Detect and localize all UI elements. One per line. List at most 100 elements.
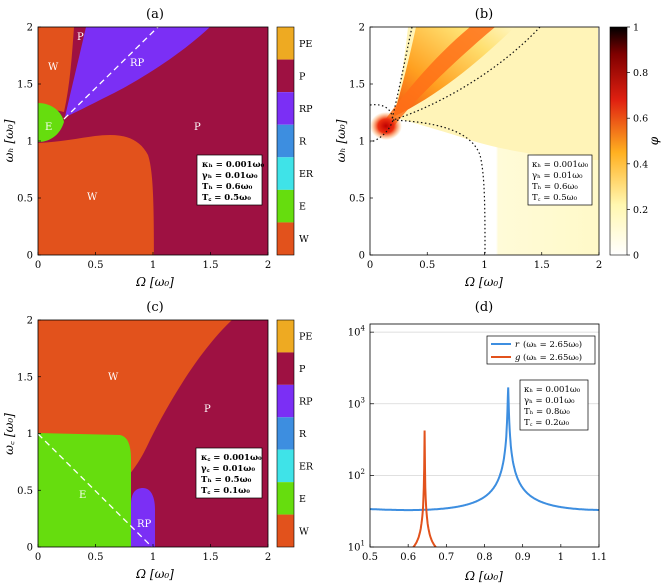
annotation-d-line-4: T꜀ = 0.2ω₀ xyxy=(524,418,570,428)
annotation-d-line-2: γₕ = 0.01ω₀ xyxy=(524,396,575,406)
colorbar-b: 0 0.2 0.4 0.6 0.8 1 φ xyxy=(609,23,661,262)
region-label-a-w-low: W xyxy=(87,192,98,203)
xlabel-b: Ω [ω₀] xyxy=(464,275,503,289)
annotation-d-line-1: κₕ = 0.001ω₀ xyxy=(524,385,581,395)
colorbar-frame xyxy=(276,319,295,548)
xtick-label: 1 xyxy=(558,552,564,563)
xtick-label: 0 xyxy=(35,552,41,563)
colorbar-label-er: ER xyxy=(299,169,314,180)
annotation-c-line-4: T꜀ = 0.1ω₀ xyxy=(201,486,250,496)
colorbar-label-pe: PE xyxy=(299,332,312,343)
colorbar-label-p: P xyxy=(299,364,306,375)
colorbar-label-rp: RP xyxy=(299,397,313,408)
region-a-rp xyxy=(65,27,210,117)
annotation-a-line-2: γₕ = 0.01ω₀ xyxy=(202,171,258,181)
colorbar-swatch-pe xyxy=(277,27,294,60)
ylabel-b: ωₕ [ω₀] xyxy=(334,119,348,162)
legend-d-name-g: g xyxy=(515,353,521,363)
annotation-b-line-2: γₕ = 0.01ω₀ xyxy=(532,171,583,181)
xtick-label: 1.5 xyxy=(534,260,550,271)
panel-d-title: (d) xyxy=(475,300,493,315)
ticks-c: 0 0.5 1 1.5 2 0 0.5 1 1.5 2 xyxy=(17,316,271,564)
xtick-label: 0.7 xyxy=(438,552,454,563)
panel-d: (d) r (ωₕ = 2.65ω₀) g (ωₕ = 2.65ω₀) κₕ =… xyxy=(348,300,607,583)
boundary-dotted-b-4 xyxy=(392,119,486,255)
ylabel-a: ωₕ [ω₀] xyxy=(2,119,16,162)
xtick-label: 1.1 xyxy=(591,552,607,563)
colorbar-swatch-r xyxy=(277,417,294,450)
annotation-a-line-1: κₕ = 0.001ω₀ xyxy=(202,160,265,170)
xtick-label: 2 xyxy=(596,260,602,271)
annotation-a-box xyxy=(196,154,263,206)
xtick-label: 2 xyxy=(265,260,271,271)
annotation-c-line-3: Tₕ = 0.5ω₀ xyxy=(201,475,252,485)
xtick-label: 1 xyxy=(481,260,487,271)
ytick-label: 104 xyxy=(348,325,366,339)
region-label-c-w: W xyxy=(108,372,119,383)
region-label-a-e: E xyxy=(45,122,52,133)
xlabel-c: Ω [ω₀] xyxy=(135,567,174,581)
panel-a-title: (a) xyxy=(146,7,164,22)
colorbar-label-rp: RP xyxy=(299,104,313,115)
panel-b-title: (b) xyxy=(475,7,493,22)
legend-d: r (ωₕ = 2.65ω₀) g (ωₕ = 2.65ω₀) xyxy=(486,335,596,365)
annotation-a-line-3: Tₕ = 0.6ω₀ xyxy=(202,182,253,192)
colorbar-b-tick-label: 0.2 xyxy=(633,205,648,216)
region-label-c-p: P xyxy=(204,404,211,415)
annotation-b-box xyxy=(527,154,593,206)
colorbar-b-gradient xyxy=(609,26,628,256)
annotation-c: κ꜀ = 0.001ω₀ γ꜀ = 0.01ω₀ Tₕ = 0.5ω₀ T꜀ =… xyxy=(195,447,263,499)
xtick-label: 1 xyxy=(150,552,156,563)
xtick-label: 0.6 xyxy=(400,552,416,563)
region-label-c-rp: RP xyxy=(137,519,152,530)
colorbar-label-w: W xyxy=(299,526,309,537)
heatmap-b-fan xyxy=(393,27,515,117)
region-labels-c: W P E RP xyxy=(79,372,211,530)
annotation-d: κₕ = 0.001ω₀ γₕ = 0.01ω₀ Tₕ = 0.8ω₀ T꜀ =… xyxy=(519,379,589,431)
colorbar-label-er: ER xyxy=(299,461,314,472)
region-label-c-e: E xyxy=(79,490,86,501)
diagonal-dashed-c xyxy=(38,433,153,547)
colorbar-b-label: φ xyxy=(647,136,661,145)
colorbar-swatch-er xyxy=(277,157,294,190)
legend-d-text-g: (ωₕ = 2.65ω₀) xyxy=(523,352,582,363)
colorbar-label-w: W xyxy=(299,234,309,245)
annotation-d-line-3: Tₕ = 0.8ω₀ xyxy=(524,407,570,417)
ytick-label: 2 xyxy=(359,23,365,34)
annotation-b: κₕ = 0.001ω₀ γₕ = 0.01ω₀ Tₕ = 0.6ω₀ T꜀ =… xyxy=(527,154,593,206)
ticks-a: 0 0.5 1 1.5 2 0 0.5 1 1.5 2 xyxy=(17,23,271,272)
annotation-b-line-1: κₕ = 0.001ω₀ xyxy=(532,160,589,170)
ytick-label: 2 xyxy=(27,23,33,34)
annotation-c-box xyxy=(195,447,263,499)
ytick-label: 1.5 xyxy=(17,80,33,91)
xtick-label: 1 xyxy=(150,260,156,271)
ylabel-c: ω꜀ [ω₀] xyxy=(2,413,16,455)
region-a-e xyxy=(38,103,64,142)
colorbar-label-e: E xyxy=(299,202,306,213)
colorbar-label-r: R xyxy=(299,137,307,148)
region-c-e xyxy=(38,433,131,547)
ticks-d: 101 102 103 104 0.5 0.6 0.7 0.8 0.9 1 1.1 xyxy=(348,325,607,563)
ytick-label: 0 xyxy=(359,251,365,262)
colorbar-b-tick-label: 0.8 xyxy=(633,68,648,79)
annotation-a-line-4: T꜀ = 0.5ω₀ xyxy=(202,193,251,203)
xlabel-a: Ω [ω₀] xyxy=(135,275,174,289)
region-label-a-w-top: W xyxy=(48,62,59,73)
heatmap-b-hotspot xyxy=(370,112,402,140)
panel-c: (c) W P E RP κ꜀ = 0.001ω₀ γ꜀ = 0.01ω₀ Tₕ… xyxy=(2,300,314,581)
region-a-w-lower xyxy=(38,134,154,255)
colorbar-swatch-rp xyxy=(277,92,294,125)
colorbar-b-ticks: 0 0.2 0.4 0.6 0.8 1 xyxy=(627,23,648,262)
diagonal-dashed-a xyxy=(63,27,159,120)
xtick-label: 0.9 xyxy=(515,552,531,563)
colorbar-swatch-p xyxy=(277,59,294,93)
series-line-g xyxy=(411,430,438,547)
colorbar-swatch-er xyxy=(277,449,294,483)
ytick-label: 0 xyxy=(27,251,33,262)
region-label-a-p-mid: P xyxy=(194,122,201,133)
annotation-b-line-4: T꜀ = 0.5ω₀ xyxy=(532,193,578,203)
ytick-label: 0.5 xyxy=(349,194,365,205)
annotation-a: κₕ = 0.001ω₀ γₕ = 0.01ω₀ Tₕ = 0.6ω₀ T꜀ =… xyxy=(196,154,265,206)
series-line-r xyxy=(370,387,599,512)
